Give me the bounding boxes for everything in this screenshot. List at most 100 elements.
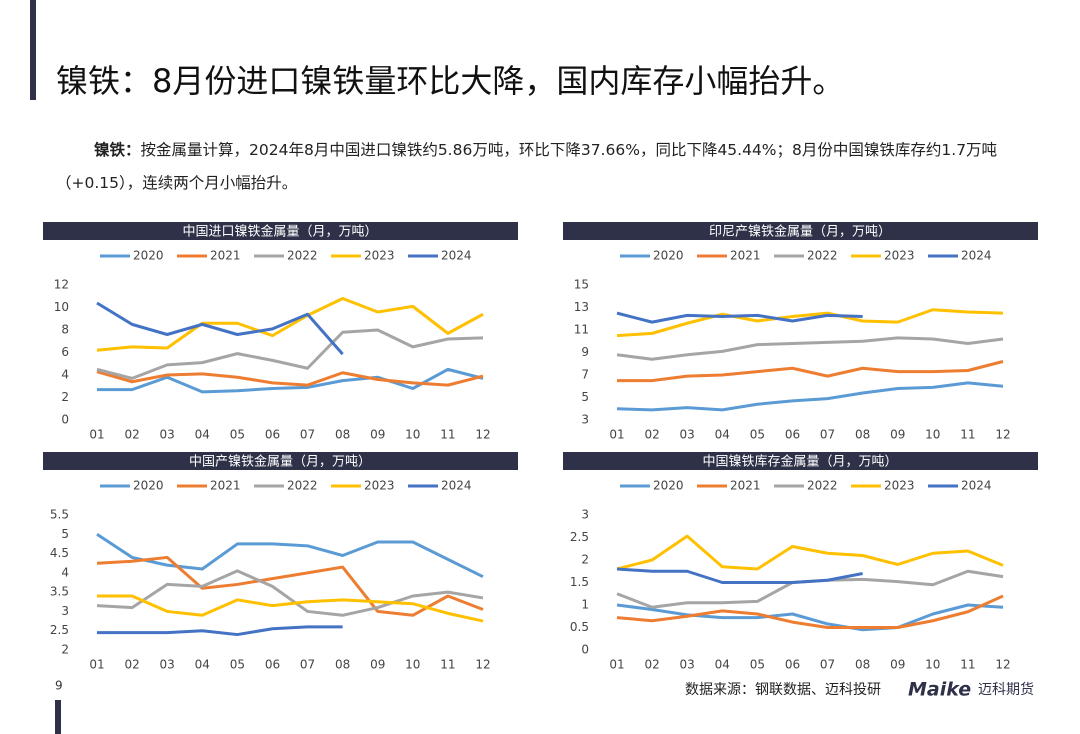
y-tick-label: 0.5 (570, 620, 589, 634)
x-tick-label: 05 (230, 658, 245, 672)
series-line (97, 625, 343, 637)
legend-label: 2023 (884, 249, 915, 263)
page-number: 9 (55, 679, 63, 693)
y-tick-label: 5.5 (50, 508, 69, 522)
summary-lead: 镍铁： (94, 141, 141, 159)
chart-title-bar (563, 222, 1038, 240)
legend-label: 2022 (807, 479, 838, 493)
series-line (616, 594, 1004, 629)
x-tick-label: 04 (715, 658, 730, 672)
y-tick-label: 0 (581, 643, 589, 657)
legend-label: 2020 (653, 479, 684, 493)
legend-label: 2021 (210, 249, 241, 263)
y-tick-label: 8 (61, 323, 69, 337)
series-line (96, 301, 344, 356)
x-tick-label: 12 (995, 428, 1010, 442)
series-line (616, 534, 1004, 571)
legend-label: 2024 (961, 479, 992, 493)
series-line (96, 533, 484, 579)
x-tick-label: 01 (89, 428, 104, 442)
x-tick-label: 12 (995, 658, 1010, 672)
x-tick-label: 10 (405, 428, 420, 442)
x-tick-label: 04 (195, 428, 210, 442)
summary-text: 按金属量计算，2024年8月中国进口镍铁约5.86万吨，环比下降37.66%，同… (56, 141, 998, 192)
x-tick-label: 09 (370, 658, 385, 672)
y-tick-label: 5 (581, 390, 589, 404)
legend-label: 2020 (133, 249, 164, 263)
x-tick-label: 07 (300, 428, 315, 442)
x-tick-label: 02 (124, 428, 139, 442)
y-tick-label: 1.5 (570, 575, 589, 589)
y-tick-label: 2 (61, 643, 69, 657)
x-tick-label: 11 (960, 428, 975, 442)
y-tick-label: 3 (581, 413, 589, 427)
x-tick-label: 12 (475, 658, 490, 672)
x-tick-label: 06 (785, 428, 800, 442)
x-tick-label: 06 (265, 658, 280, 672)
y-tick-label: 1 (581, 598, 589, 612)
y-tick-label: 6 (61, 345, 69, 359)
y-tick-label: 13 (574, 300, 589, 314)
y-tick-label: 4 (61, 368, 69, 382)
x-tick-label: 10 (405, 658, 420, 672)
x-tick-label: 08 (855, 658, 870, 672)
x-tick-label: 05 (230, 428, 245, 442)
x-tick-label: 05 (750, 428, 765, 442)
legend-label: 2024 (961, 249, 992, 263)
series-line (96, 328, 484, 380)
x-tick-label: 07 (820, 658, 835, 672)
x-tick-label: 05 (750, 658, 765, 672)
x-tick-label: 10 (925, 428, 940, 442)
x-tick-label: 01 (89, 658, 104, 672)
slide-title: 镍铁：8月份进口镍铁量环比大降，国内库存小幅抬升。 (56, 62, 845, 100)
y-tick-label: 4 (61, 565, 69, 579)
y-tick-label: 0 (61, 413, 69, 427)
chart-title-bar (43, 452, 518, 470)
x-tick-label: 08 (335, 658, 350, 672)
x-tick-label: 11 (960, 658, 975, 672)
series-line (617, 360, 1004, 383)
x-tick-label: 01 (609, 658, 624, 672)
y-tick-label: 2 (581, 553, 589, 567)
y-tick-label: 7 (581, 368, 589, 382)
y-tick-label: 2.5 (570, 530, 589, 544)
x-tick-label: 07 (820, 428, 835, 442)
logo: Maike (908, 679, 971, 701)
x-tick-label: 06 (265, 428, 280, 442)
chart-title: 中国产镍铁金属量（月，万吨） (189, 454, 371, 470)
legend-label: 2021 (730, 249, 761, 263)
legend-label: 2021 (210, 479, 241, 493)
series-line (96, 569, 484, 617)
summary: 镍铁：按金属量计算，2024年8月中国进口镍铁约5.86万吨，环比下降37.66… (56, 134, 1031, 200)
series-line (96, 297, 484, 352)
series-line (616, 308, 1004, 338)
y-tick-label: 9 (581, 345, 589, 359)
series-line (616, 603, 1004, 632)
legend-label: 2022 (287, 249, 318, 263)
y-tick-label: 2 (61, 390, 69, 404)
x-tick-label: 02 (644, 428, 659, 442)
footer-bar (55, 700, 61, 734)
x-tick-label: 09 (890, 428, 905, 442)
x-tick-label: 02 (644, 658, 659, 672)
legend-label: 2020 (653, 249, 684, 263)
legend-label: 2023 (364, 479, 395, 493)
series-line (96, 370, 484, 387)
legend-label: 2023 (364, 249, 395, 263)
x-tick-label: 09 (890, 658, 905, 672)
y-tick-label: 3.5 (50, 585, 69, 599)
legend-label: 2022 (807, 249, 838, 263)
series-line (616, 567, 863, 584)
y-tick-label: 4.5 (50, 546, 69, 560)
legend-label: 2021 (730, 479, 761, 493)
series-line (616, 311, 863, 324)
y-tick-label: 11 (574, 323, 589, 337)
legend-label: 2020 (133, 479, 164, 493)
chart-title-bar (563, 452, 1038, 470)
legend-label: 2024 (441, 249, 472, 263)
legend-label: 2024 (441, 479, 472, 493)
x-tick-label: 06 (785, 658, 800, 672)
x-tick-label: 03 (680, 658, 695, 672)
